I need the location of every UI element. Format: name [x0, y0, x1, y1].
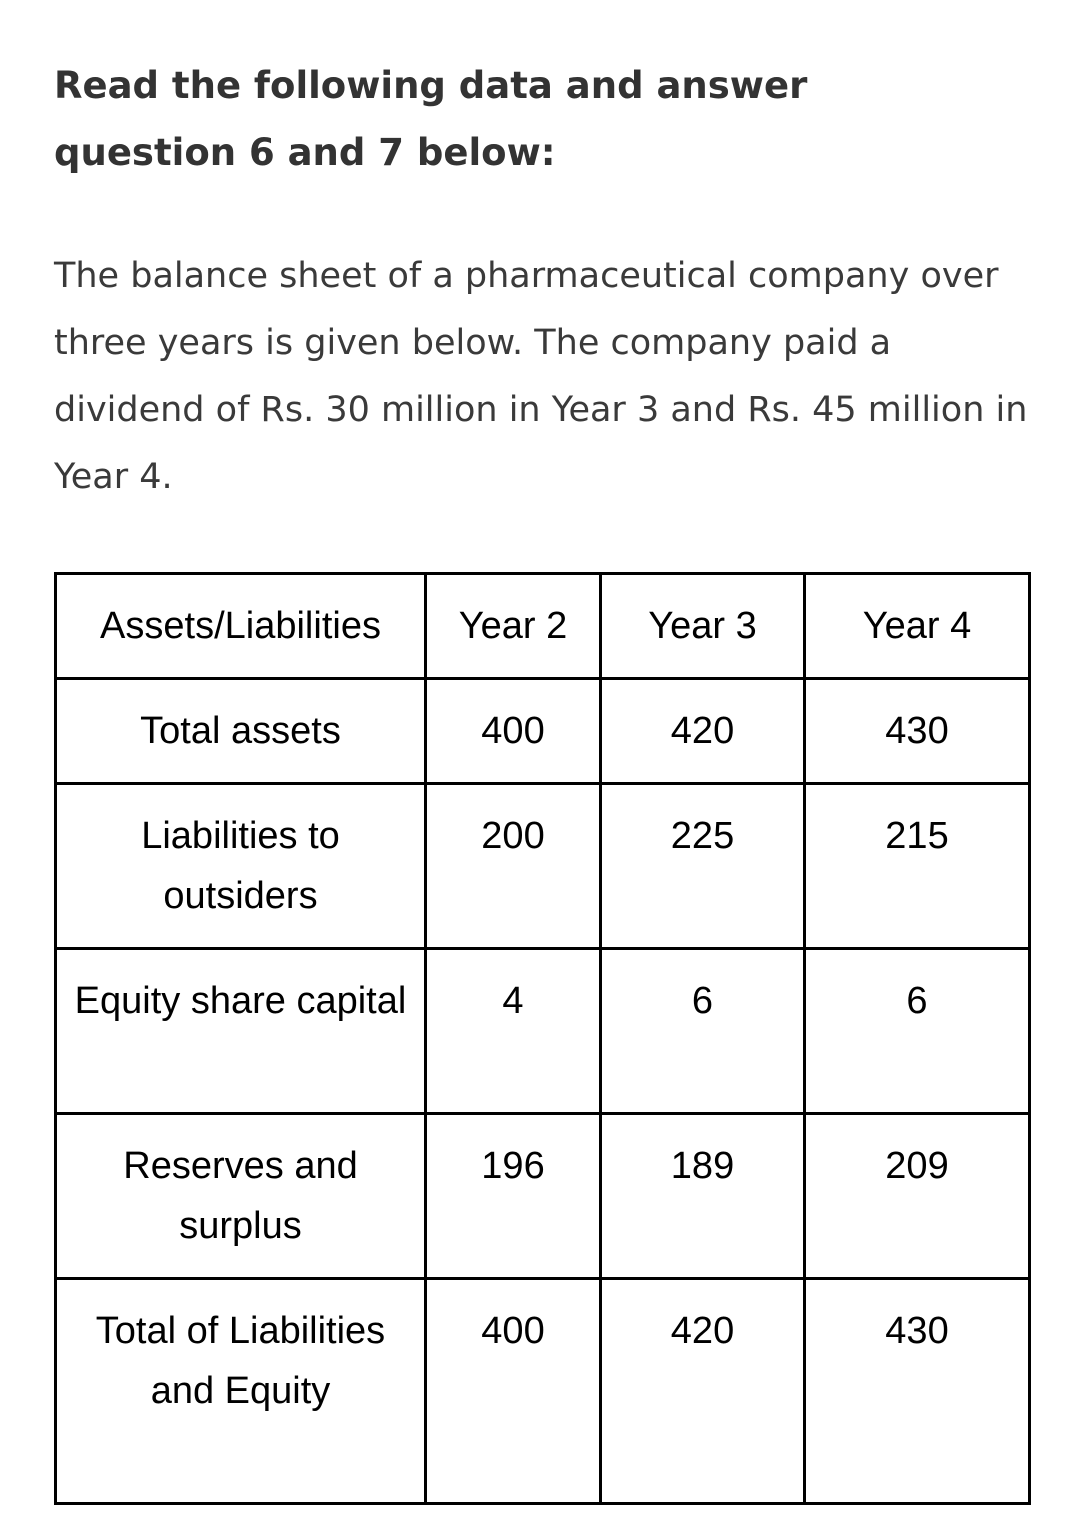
table-row: Equity share capital 4 6 6	[54, 947, 1031, 1115]
table-cell: 400	[424, 1277, 602, 1505]
table-row: Liabilities to outsiders 200 225 215	[54, 782, 1031, 950]
table-cell: 196	[424, 1112, 602, 1280]
row-label: Equity share capital	[54, 947, 427, 1115]
table-cell: 209	[803, 1112, 1031, 1280]
table-cell: 200	[424, 782, 602, 950]
table-cell: 4	[424, 947, 602, 1115]
row-label: Reserves and surplus	[54, 1112, 427, 1280]
table-row: Total of Liabilities and Equity 400 420 …	[54, 1277, 1031, 1505]
header-cell: Year 4	[803, 572, 1031, 680]
balance-sheet-table: Assets/Liabilities Year 2 Year 3 Year 4 …	[54, 572, 1031, 1505]
table-cell: 6	[803, 947, 1031, 1115]
table-cell: 189	[599, 1112, 806, 1280]
header-cell: Assets/Liabilities	[54, 572, 427, 680]
table-cell: 420	[599, 677, 806, 785]
header-cell: Year 3	[599, 572, 806, 680]
table-cell: 430	[803, 677, 1031, 785]
header-cell: Year 2	[424, 572, 602, 680]
row-label: Total of Liabilities and Equity	[54, 1277, 427, 1505]
row-label: Total assets	[54, 677, 427, 785]
table-cell: 215	[803, 782, 1031, 950]
question-description: The balance sheet of a pharmaceutical co…	[54, 256, 1028, 497]
table-cell: 225	[599, 782, 806, 950]
table-cell: 6	[599, 947, 806, 1115]
table-cell: 420	[599, 1277, 806, 1505]
table-header-row: Assets/Liabilities Year 2 Year 3 Year 4	[54, 572, 1031, 680]
row-label: Liabilities to outsiders	[54, 782, 427, 950]
table-cell: 430	[803, 1277, 1031, 1505]
table-row: Reserves and surplus 196 189 209	[54, 1112, 1031, 1280]
table-row: Total assets 400 420 430	[54, 677, 1031, 785]
table-cell: 400	[424, 677, 602, 785]
question-heading: Read the following data and answer quest…	[54, 64, 808, 174]
